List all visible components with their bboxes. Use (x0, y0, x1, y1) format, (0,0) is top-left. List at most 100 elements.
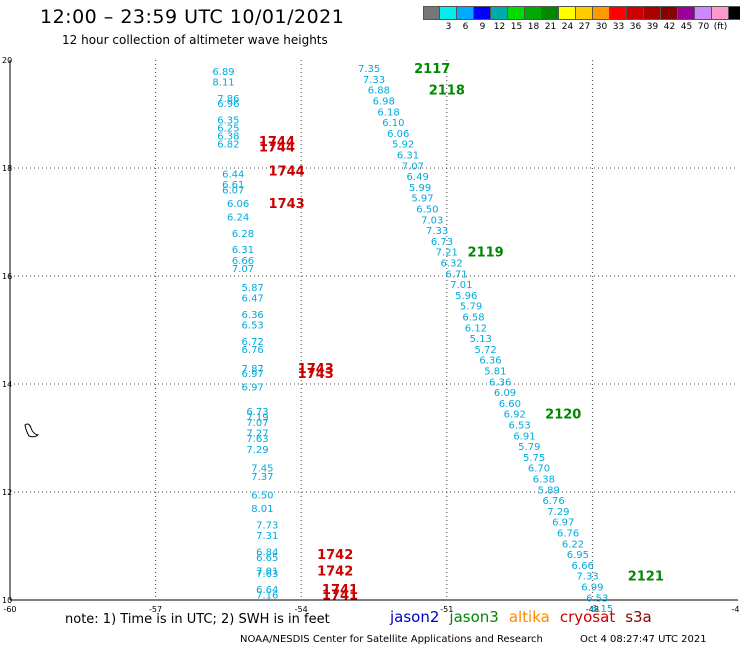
wave-height-label: 5.72 (474, 345, 496, 356)
wave-height-label: 6.50 (251, 491, 273, 502)
wave-height-label: 6.47 (242, 294, 264, 305)
wave-height-label: 6.36 (489, 377, 511, 388)
wave-height-label: 7.63 (256, 569, 278, 580)
wave-height-label: 7.33 (363, 75, 385, 86)
wave-height-label: 6.22 (562, 539, 584, 550)
wave-height-label: 6.72 (242, 337, 264, 348)
wave-height-label: 5.79 (460, 302, 482, 313)
color-swatch (712, 6, 729, 20)
color-scale-label: 6 (462, 22, 469, 32)
wave-height-label: 7.01 (256, 566, 278, 577)
wave-height-label: 6.31 (232, 245, 254, 256)
wave-height-label: 6.25 (217, 124, 239, 135)
wave-height-label: 6.12 (465, 323, 487, 334)
pass-number-label: 2119 (468, 246, 504, 261)
wave-height-label: 6.98 (373, 97, 395, 108)
color-swatch (729, 6, 740, 20)
wave-height-label: 6.71 (445, 269, 467, 280)
legend-entry-s3a: s3a (625, 608, 652, 626)
wave-height-label: 5.81 (484, 367, 506, 378)
wave-height-label: 6.07 (222, 186, 244, 197)
color-scale-labels: 3 6 9 12 15 18 21 24 27 30 33 36 39 42 45 70 (ft) (423, 20, 740, 32)
wave-height-label: 6.66 (572, 561, 594, 572)
wave-height-label: 7.16 (256, 591, 278, 602)
wave-height-label: 6.76 (242, 345, 264, 356)
x-tick-label: -54 (295, 605, 308, 614)
wave-height-label: 6.36 (479, 356, 501, 367)
wave-height-label: 6.38 (533, 475, 555, 486)
color-scale-swatches (423, 6, 740, 20)
color-swatch (525, 6, 542, 20)
color-swatch (610, 6, 627, 20)
wave-height-label: 5.96 (455, 291, 477, 302)
wave-height-label: 7.29 (547, 507, 569, 518)
color-scale-label: 30 (595, 22, 608, 32)
wave-height-label: 7.87 (242, 364, 264, 375)
wave-height-label: 6.70 (528, 464, 550, 475)
pass-number-label: 1744 (259, 140, 295, 155)
wave-height-label: 6.82 (217, 140, 239, 151)
wave-height-label: 6.44 (222, 169, 244, 180)
wave-height-label: 7.27 (246, 429, 268, 440)
color-scale-label: 42 (663, 22, 676, 32)
wave-height-label: 7.37 (251, 472, 273, 483)
wave-height-label: 7.33 (426, 226, 448, 237)
x-tick-label: -60 (3, 605, 16, 614)
wave-height-label: 6.61 (222, 180, 244, 191)
wave-height-label: 6.92 (504, 410, 526, 421)
legend-entry-jason2: jason2 (390, 608, 440, 626)
wave-height-label: 7.03 (421, 215, 443, 226)
wave-height-label: 6.66 (232, 256, 254, 267)
color-swatch (474, 6, 491, 20)
color-scale-label: 39 (646, 22, 659, 32)
wave-height-label: 5.13 (470, 334, 492, 345)
color-scale-label: 3 (445, 22, 452, 32)
y-tick-label: 12 (2, 488, 12, 497)
wave-height-label: 6.99 (581, 583, 603, 594)
wave-height-label: 6.38 (217, 132, 239, 143)
data-points: 6.898.117.866.966.356.256.386.826.446.61… (212, 64, 613, 615)
color-scale-label: 36 (629, 22, 642, 32)
island-shape (24, 423, 40, 438)
wave-height-label: 7.19 (246, 412, 268, 423)
wave-height-label: 7.07 (232, 264, 254, 275)
y-tick-label: 18 (2, 164, 12, 173)
color-scale-label: 21 (544, 22, 557, 32)
wave-height-label: 7.63 (246, 434, 268, 445)
wave-height-label: 7.07 (246, 418, 268, 429)
wave-height-label: 7.01 (450, 280, 472, 291)
y-tick-label: 20 (2, 56, 12, 65)
wave-height-label: 6.76 (542, 496, 564, 507)
wave-height-label: 7.31 (256, 531, 278, 542)
color-swatch (423, 6, 440, 20)
wave-height-label: 6.84 (256, 547, 278, 558)
color-scale-label: 12 (493, 22, 506, 32)
wave-height-label: 6.58 (462, 313, 484, 324)
wave-height-label: 6.31 (397, 151, 419, 162)
grid-lines (10, 60, 738, 600)
pass-number-label: 1744 (259, 135, 295, 150)
wave-height-label: 7.21 (436, 248, 458, 259)
legend-entry-jason3: jason3 (449, 608, 499, 626)
wave-height-label: 5.89 (538, 485, 560, 496)
wave-height-label: 6.53 (242, 321, 264, 332)
wave-height-label: 7.73 (256, 520, 278, 531)
wave-height-label: 6.91 (513, 431, 535, 442)
x-tick-label: -48 (586, 605, 599, 614)
pass-number-label: 2120 (545, 408, 581, 423)
color-scale-label: 27 (578, 22, 591, 32)
y-tick-label: 10 (2, 596, 12, 605)
wave-height-label: 6.96 (217, 99, 239, 110)
legend-entry-cryosat: cryosat (559, 608, 616, 626)
wave-height-label: 7.07 (402, 161, 424, 172)
pass-number-label: 2118 (429, 84, 465, 99)
color-swatch (593, 6, 610, 20)
page-subtitle: 12 hour collection of altimeter wave hei… (62, 33, 328, 47)
color-scale-label: 70 (697, 22, 710, 32)
pass-numbers: 1744174417441743174317431742174217411741… (259, 62, 664, 604)
wave-height-label: 6.53 (508, 421, 530, 432)
wave-height-label: 6.50 (416, 205, 438, 216)
wave-height-label: 6.35 (217, 115, 239, 126)
wave-height-label: 5.87 (242, 283, 264, 294)
pass-number-label: 1741 (322, 589, 358, 604)
